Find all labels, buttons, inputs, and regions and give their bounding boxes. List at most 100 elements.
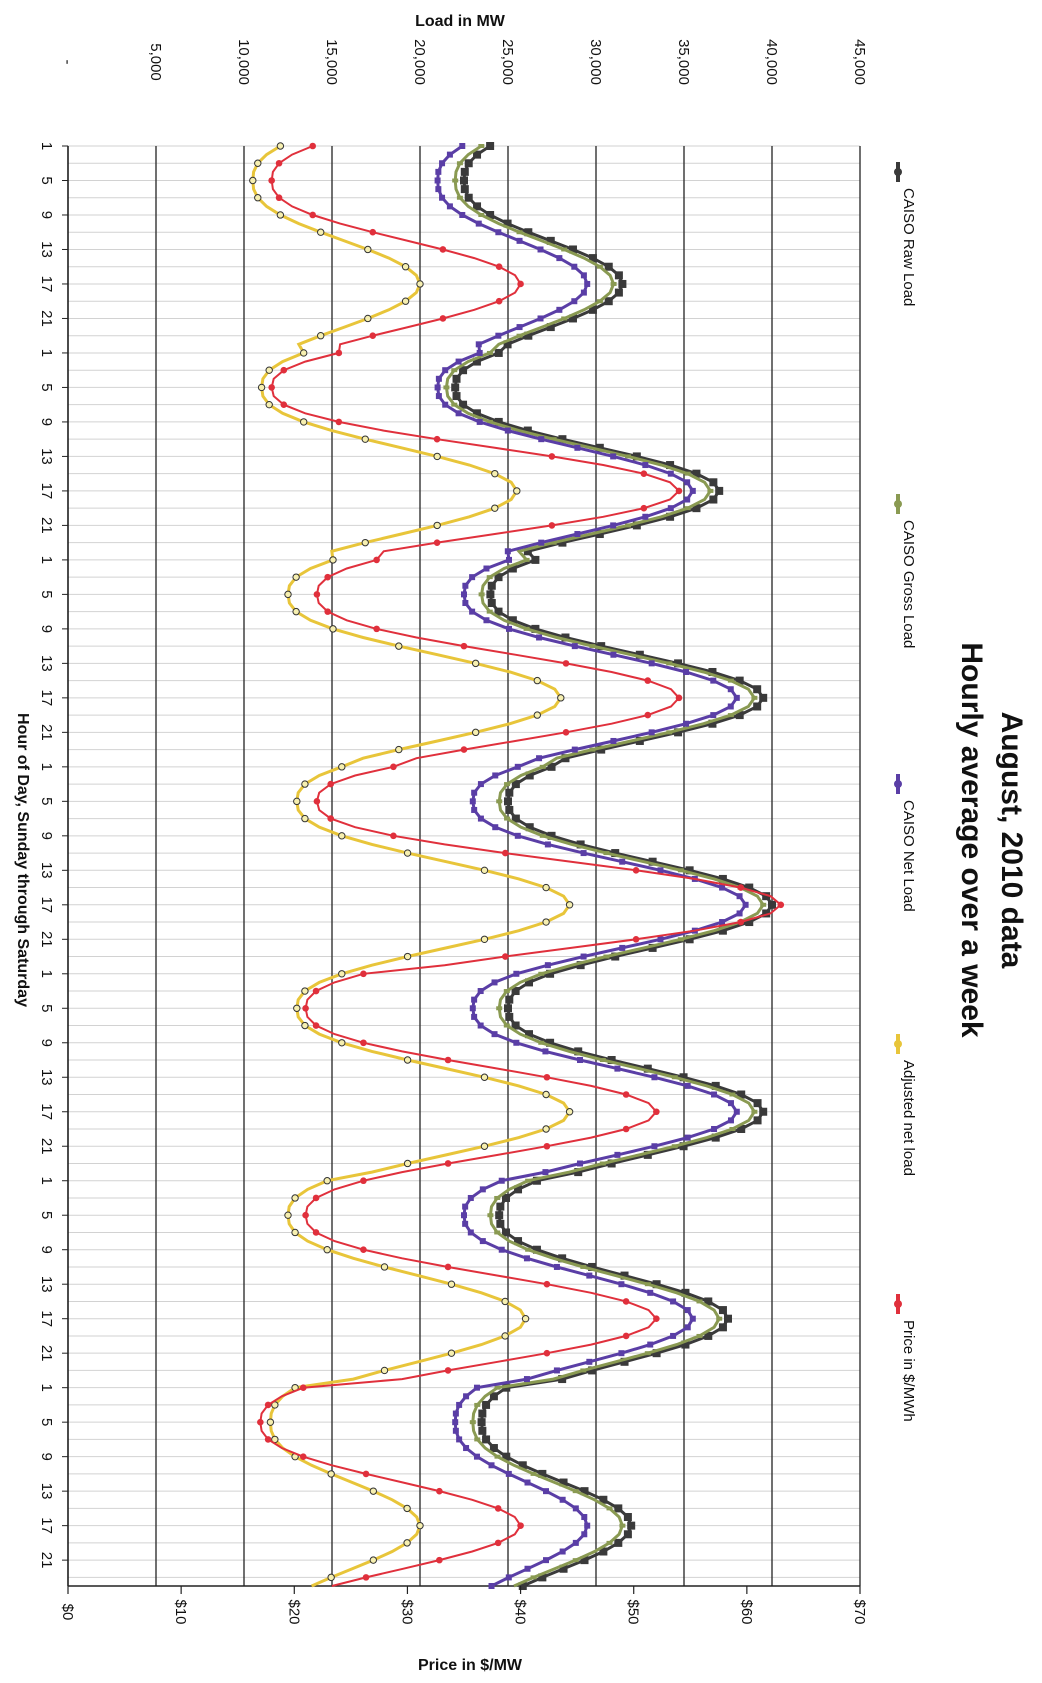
data-point [574, 444, 581, 451]
data-point [301, 780, 309, 788]
data-point [543, 1349, 551, 1357]
data-point [487, 581, 496, 590]
data-point [648, 857, 657, 866]
data-point [588, 1262, 597, 1271]
data-point [254, 194, 262, 202]
data-point [533, 711, 541, 719]
legend: CAISO Raw Load CAISO Gross Load CAISO Net … [894, 162, 917, 1422]
data-point [491, 1031, 498, 1038]
data-point [643, 1064, 652, 1073]
data-point [504, 1004, 512, 1013]
data-point [727, 1117, 734, 1124]
data-point [647, 1289, 654, 1296]
data-point [642, 462, 649, 469]
data-point [516, 324, 523, 331]
data-point [280, 401, 288, 408]
data-point [299, 349, 308, 357]
load-tick-label: 40,000 [763, 39, 780, 85]
data-point [477, 988, 484, 995]
load-tick-label: 15,000 [323, 39, 340, 85]
data-point [380, 1366, 389, 1375]
data-point [768, 900, 776, 909]
data-point [275, 159, 283, 167]
data-point [542, 1169, 549, 1176]
data-point [280, 366, 288, 374]
data-point [395, 642, 403, 650]
data-point [291, 1194, 299, 1202]
data-point [599, 1547, 608, 1556]
data-point [476, 349, 483, 356]
data-point [684, 1307, 691, 1314]
data-point [442, 401, 449, 408]
data-point [489, 1444, 498, 1453]
data-point [369, 332, 377, 340]
data-point [648, 729, 655, 736]
data-point [435, 375, 442, 382]
data-point [568, 245, 577, 254]
data-point [711, 1081, 720, 1090]
data-point [335, 418, 343, 426]
data-point [460, 642, 468, 650]
data-point [257, 383, 266, 392]
x-tick-label: 17 [38, 690, 55, 707]
data-point [323, 1177, 331, 1185]
data-point [635, 650, 644, 659]
data-point [390, 763, 397, 771]
data-point [666, 512, 675, 521]
data-point [518, 1461, 527, 1470]
data-point [711, 1091, 718, 1098]
data-point [576, 961, 585, 970]
data-point [679, 1073, 688, 1082]
data-point [299, 418, 308, 426]
data-point [652, 1280, 661, 1289]
data-point [559, 1496, 566, 1503]
data-point [674, 728, 683, 737]
data-point [692, 504, 701, 513]
data-point [469, 574, 476, 581]
data-point [559, 1548, 566, 1555]
price-tick-label: $40 [512, 1599, 529, 1624]
data-point [542, 918, 550, 926]
data-point [524, 1565, 531, 1572]
data-point [324, 608, 331, 615]
data-point [471, 806, 478, 813]
data-point [762, 909, 771, 918]
data-point [436, 1556, 443, 1564]
data-point [439, 315, 447, 322]
data-point [338, 970, 346, 978]
data-point [576, 840, 585, 849]
data-point [480, 1142, 489, 1150]
data-point [710, 677, 717, 684]
load-tick-label: - [59, 60, 76, 65]
data-point [571, 298, 578, 305]
data-point [494, 1539, 502, 1547]
data-point [502, 1452, 511, 1461]
data-point [462, 600, 469, 607]
data-point [369, 1487, 378, 1495]
data-point [488, 1462, 495, 1469]
data-point [525, 823, 534, 832]
data-point [380, 1263, 389, 1271]
data-point [495, 1211, 504, 1220]
data-point [360, 1177, 367, 1185]
data-point [329, 625, 337, 633]
data-point [442, 367, 449, 374]
data-point [736, 910, 743, 917]
data-point [544, 962, 551, 969]
data-point [436, 1487, 443, 1495]
data-point [614, 271, 623, 280]
data-point [572, 1505, 579, 1512]
data-point [390, 832, 397, 840]
data-point [494, 607, 503, 616]
data-point [460, 185, 469, 194]
data-point [586, 1358, 593, 1365]
data-point [647, 1341, 654, 1348]
data-point [651, 1143, 658, 1150]
data-point [516, 237, 523, 244]
data-point [324, 573, 331, 581]
data-point [477, 781, 484, 788]
data-point [360, 1039, 367, 1047]
data-point [546, 1038, 555, 1047]
data-point [561, 754, 570, 763]
price-tick-label: $50 [625, 1599, 642, 1624]
